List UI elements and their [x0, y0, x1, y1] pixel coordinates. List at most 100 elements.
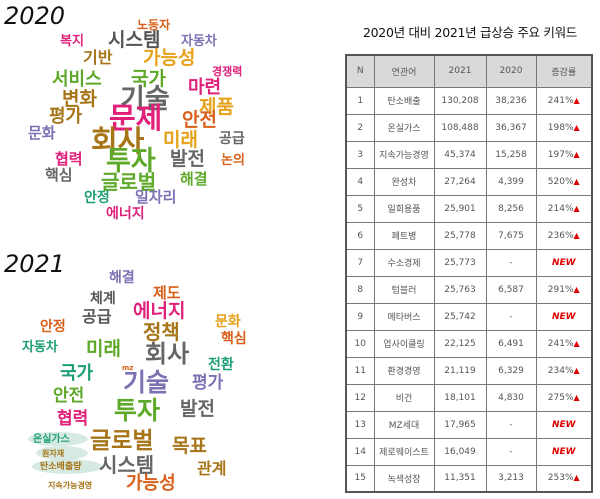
- cell-rate: 520%▲: [535, 167, 593, 196]
- cell-rate: NEW: [535, 410, 593, 439]
- cloud-word: 정책: [143, 320, 180, 344]
- header-2021: 2021: [433, 54, 487, 88]
- cell-2021: 25,773: [433, 248, 487, 277]
- cell-2021: 25,742: [433, 302, 487, 331]
- cell-rate: 275%▲: [535, 383, 593, 412]
- cell-2021: 45,374: [433, 140, 487, 169]
- cloud-word: 평가: [49, 106, 83, 127]
- cloud-word: 마련: [188, 77, 222, 98]
- new-badge: NEW: [551, 419, 576, 430]
- cloud-word: 국가: [131, 68, 166, 90]
- cell-2020: 38,236: [485, 86, 537, 115]
- up-arrow-icon: ▲: [573, 149, 580, 159]
- cloud-word: 핵심: [221, 331, 247, 347]
- cloud-word: 공급: [219, 131, 245, 147]
- table-row: 7 수소경제 25,773- NEW: [345, 248, 593, 277]
- cloud-word: 노동자: [137, 18, 171, 32]
- table-row: 6 페트병 25,778 7,675 236%▲: [345, 221, 593, 250]
- cloud-word: 기술: [123, 368, 170, 397]
- cell-2020: 8,256: [485, 194, 537, 223]
- cloud-word: 에너지: [133, 300, 186, 322]
- up-arrow-icon: ▲: [573, 95, 580, 105]
- cloud-word: 지속가능경영: [48, 481, 93, 490]
- cloud-word: 안정: [40, 319, 66, 335]
- cell-n: 10: [345, 329, 375, 358]
- word-cloud-2020: 노동자 복지 시스템 자동차 기반 가능성 경쟁력 서비스 국가 마련 변화 기술 제품 평가 문제 안전 문화…: [0, 0, 290, 240]
- cell-keyword: 온실가스: [373, 113, 435, 142]
- cell-n: 3: [345, 140, 375, 169]
- cloud-word: 회사: [91, 124, 145, 158]
- cloud-word: 제품: [199, 96, 234, 118]
- up-arrow-icon: ▲: [573, 338, 580, 348]
- table-body: 1 탄소배출 130,208 38,236 241%▲ 2 온실가스 108,488 36,36…: [345, 86, 593, 493]
- cloud-word: 안정: [84, 190, 110, 206]
- cell-2021: 22,125: [433, 329, 487, 358]
- cell-2021: 25,778: [433, 221, 487, 250]
- cloud-word: 공급: [82, 307, 112, 326]
- cell-rate: 253%▲: [535, 464, 593, 493]
- cell-n: 2: [345, 113, 375, 142]
- rate-value: 234%: [547, 365, 574, 376]
- cell-keyword: 메타버스: [373, 302, 435, 331]
- cell-n: 4: [345, 167, 375, 196]
- cloud-word: 자동차: [181, 34, 217, 49]
- up-arrow-icon: ▲: [573, 365, 580, 375]
- table-row: 3 지속가능경영 45,374 15,258 197%▲: [345, 140, 593, 169]
- cell-n: 7: [345, 248, 375, 277]
- cell-rate: 214%▲: [535, 194, 593, 223]
- cell-2021: 18,101: [433, 383, 487, 412]
- highlight-bubble: [28, 432, 88, 446]
- cell-2020: 4,399: [485, 167, 537, 196]
- cloud-word: 원자재: [42, 449, 65, 458]
- cell-2021: 130,208: [433, 86, 487, 115]
- cell-rate: 198%▲: [535, 113, 593, 142]
- cloud-word: 안전: [53, 386, 85, 406]
- cloud-word: 서비스: [52, 69, 102, 90]
- cell-rate: NEW: [535, 248, 593, 277]
- table-row: 14 제로웨이스트 16,049- NEW: [345, 437, 593, 466]
- cloud-word: 가능성: [143, 47, 196, 69]
- cloud-word: 자동차: [22, 340, 58, 355]
- cloud-word: 회사: [145, 340, 190, 368]
- cloud-word: 글로벌: [101, 170, 157, 194]
- up-arrow-icon: ▲: [573, 230, 580, 240]
- cell-keyword: 완성차: [373, 167, 435, 196]
- cell-n: 9: [345, 302, 375, 331]
- year-label-2020: 2020: [4, 2, 66, 30]
- cell-rate: 197%▲: [535, 140, 593, 169]
- cell-2021: 11,351: [433, 464, 487, 493]
- cell-2020: 6,491: [485, 329, 537, 358]
- table-row: 4 완성차 27,264 4,399 520%▲: [345, 167, 593, 196]
- cloud-word: 일자리: [135, 188, 177, 206]
- cell-2020: -: [485, 437, 537, 466]
- cell-keyword: 비건: [373, 383, 435, 412]
- new-badge: NEW: [551, 257, 576, 268]
- cell-2020: 6,329: [485, 356, 537, 385]
- cloud-word: 발전: [170, 148, 205, 170]
- cloud-word: 협력: [55, 150, 83, 168]
- cloud-word: 탄소배출량: [40, 462, 82, 472]
- cloud-word: 기반: [83, 48, 113, 67]
- cloud-word: 투자: [106, 146, 156, 177]
- rate-value: 520%: [547, 176, 574, 187]
- table-row: 12 비건 18,101 4,830 275%▲: [345, 383, 593, 412]
- cloud-word: 투자: [114, 396, 161, 425]
- cell-rate: 241%▲: [535, 86, 593, 115]
- table-row: 15 녹색성장 11,351 3,213 253%▲: [345, 464, 593, 493]
- cell-2021: 16,049: [433, 437, 487, 466]
- new-badge: NEW: [551, 446, 576, 457]
- cell-rate: 291%▲: [535, 275, 593, 304]
- cloud-word: 논의: [221, 153, 245, 168]
- cell-n: 5: [345, 194, 375, 223]
- cell-keyword: 녹색성장: [373, 464, 435, 493]
- table-row: 8 텀블러 25,763 6,587 291%▲: [345, 275, 593, 304]
- cloud-word: 미래: [86, 338, 121, 360]
- up-arrow-icon: ▲: [573, 176, 580, 186]
- cloud-word: 미래: [163, 129, 198, 151]
- cell-2020: 7,675: [485, 221, 537, 250]
- cloud-word: 평가: [192, 373, 224, 393]
- cell-n: 11: [345, 356, 375, 385]
- cloud-word: 목표: [172, 435, 207, 457]
- table-row: 10 업사이클링 22,125 6,491 241%▲: [345, 329, 593, 358]
- cell-keyword: 일회용품: [373, 194, 435, 223]
